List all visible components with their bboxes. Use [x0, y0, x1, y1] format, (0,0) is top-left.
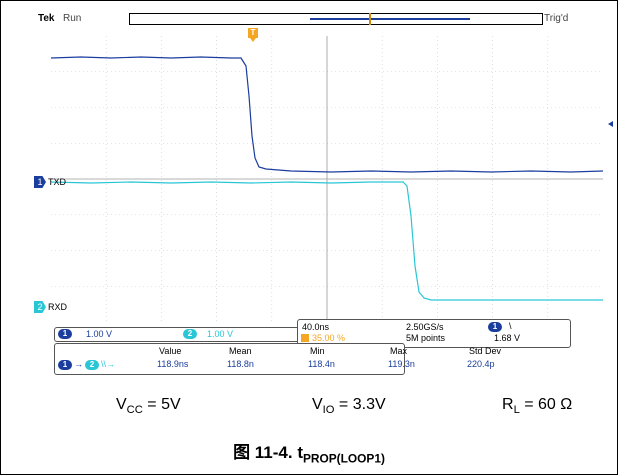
trigger-state: Trig'd: [544, 13, 569, 24]
meas-max: 119.3n: [388, 359, 415, 369]
col-header-stddev: Std Dev: [469, 346, 502, 356]
run-state: Run: [63, 13, 82, 24]
oscilloscope-screen: Tek Run Trig'd T 1 TXD 2 RXD 1 1.00 V 2 …: [30, 10, 613, 384]
record-view-bar: [129, 13, 543, 25]
col-header-mean: Mean: [229, 346, 252, 356]
meas-arrow-icon: →: [74, 359, 83, 369]
col-header-max: Max: [390, 346, 408, 356]
trigger-level-icon: [608, 121, 613, 127]
ch1-scale: 1.00 V: [86, 329, 113, 339]
channel-scale-readout[interactable]: 1 1.00 V 2 1.00 V: [54, 327, 322, 342]
scope-header: Tek Run Trig'd: [30, 10, 610, 28]
ch2-scale: 1.00 V: [207, 329, 234, 339]
trigger-level: 1.68 V: [494, 333, 521, 343]
edge-icon: \\→: [101, 359, 116, 369]
figure-caption: 图 11-4. tPROP(LOOP1): [233, 443, 385, 466]
ch2-marker-icon: 2: [34, 301, 46, 313]
trigger-slope-icon: \: [509, 321, 512, 331]
trigger-t-icon: T: [248, 28, 258, 38]
col-header-min: Min: [310, 346, 325, 356]
meas-source-a-icon: 1: [58, 360, 72, 370]
brand-logo: Tek: [38, 13, 55, 24]
trigger-position: 35.00 %: [312, 333, 346, 343]
rl-condition: RL = 60 Ω: [502, 396, 573, 417]
trigger-arrow-icon: [250, 38, 256, 42]
col-header-value: Value: [159, 346, 182, 356]
trigger-source-icon: 1: [488, 322, 502, 332]
ch1-marker[interactable]: 1 TXD: [34, 176, 74, 188]
ch2-marker[interactable]: 2 RXD: [34, 301, 74, 313]
meas-source-b-icon: 2: [85, 360, 99, 370]
vio-condition: VIO = 3.3V: [312, 396, 386, 417]
vcc-condition: VCC = 5V: [116, 396, 181, 417]
ch1-label: TXD: [48, 177, 66, 187]
ch1-waveform: [51, 56, 603, 173]
meas-min: 118.4n: [308, 359, 335, 369]
sample-rate: 2.50GS/s: [406, 322, 444, 332]
horizontal-scale: 40.0ns: [302, 322, 330, 332]
ch1-marker-icon: 1: [34, 176, 46, 188]
meas-stddev: 220.4p: [467, 359, 495, 369]
ch2-label: RXD: [48, 302, 68, 312]
trigger-position-marker: [369, 13, 371, 25]
graticule: [51, 36, 603, 322]
trigger-pos-icon: [301, 334, 309, 342]
meas-value: 118.9ns: [157, 359, 189, 369]
test-conditions: VCC = 5V VIO = 3.3V RL = 60 Ω: [0, 396, 618, 426]
record-length: 5M points: [406, 333, 446, 343]
meas-mean: 118.8n: [227, 359, 254, 369]
ch2-waveform: [51, 181, 603, 301]
ch2-scale-icon: 2: [183, 329, 197, 339]
record-window: [310, 18, 470, 20]
ch1-scale-icon: 1: [58, 329, 72, 339]
measurement-panel[interactable]: Value Mean Min Max Std Dev 1 → 2 \\→ 118…: [54, 343, 501, 375]
